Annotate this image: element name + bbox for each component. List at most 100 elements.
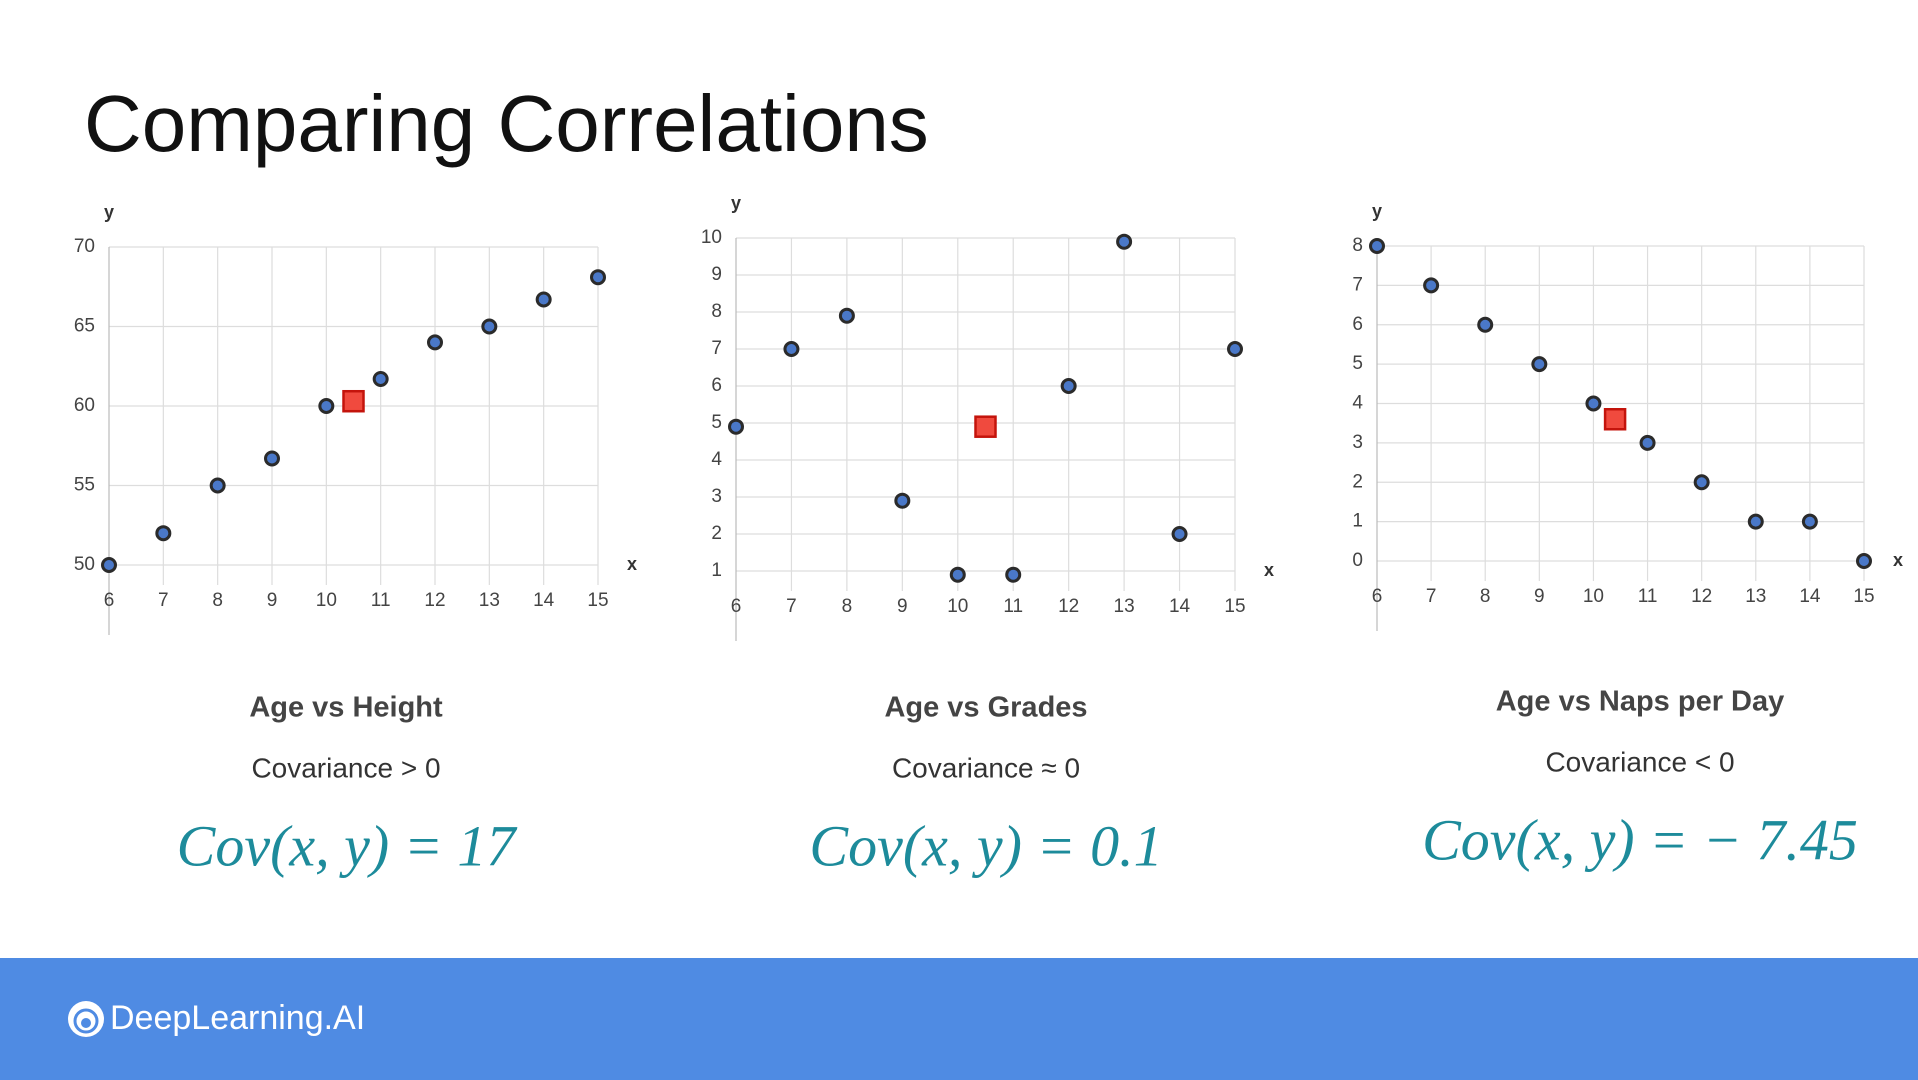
data-point xyxy=(1531,356,1548,373)
chart-subtitle: Covariance ≈ 0 xyxy=(892,752,1080,783)
mean-marker xyxy=(342,389,365,413)
y-tick-label: 60 xyxy=(74,395,95,416)
x-tick-label: 11 xyxy=(371,590,391,611)
x-axis-label: x xyxy=(1893,550,1903,570)
data-point xyxy=(209,477,226,494)
data-point xyxy=(101,557,117,573)
x-tick-label: 14 xyxy=(533,590,555,611)
mean-marker xyxy=(974,415,997,438)
data-point xyxy=(1477,316,1494,333)
y-axis-label: y xyxy=(104,202,114,222)
y-tick-label: 6 xyxy=(711,375,722,396)
data-point xyxy=(1227,341,1243,357)
formula: Cov(x, y) = 17 xyxy=(177,813,518,878)
formula: Cov(x, y) = − 7.45 xyxy=(1422,807,1858,872)
y-tick-label: 4 xyxy=(1352,393,1363,414)
data-point xyxy=(1801,513,1818,530)
data-point xyxy=(1693,474,1710,491)
brand-name: DeepLearning.AI xyxy=(110,999,365,1037)
data-point xyxy=(1423,277,1440,294)
x-tick-label: 8 xyxy=(1480,586,1491,607)
x-tick-label: 11 xyxy=(1638,586,1658,607)
data-point xyxy=(949,566,966,583)
data-point xyxy=(1369,238,1385,254)
y-tick-label: 50 xyxy=(74,554,95,575)
y-tick-label: 2 xyxy=(1352,471,1363,492)
data-point xyxy=(427,334,443,351)
y-tick-label: 3 xyxy=(1352,432,1363,453)
data-point xyxy=(155,525,172,542)
x-axis-label: x xyxy=(627,554,637,574)
x-tick-label: 13 xyxy=(479,590,500,611)
x-tick-label: 7 xyxy=(1426,586,1437,607)
y-tick-label: 3 xyxy=(711,486,722,507)
x-tick-label: 6 xyxy=(104,590,115,611)
x-tick-label: 10 xyxy=(1583,586,1604,607)
x-tick-label: 7 xyxy=(786,596,797,617)
y-tick-label: 7 xyxy=(711,338,722,359)
x-tick-label: 13 xyxy=(1114,596,1135,617)
chart-subtitle: Covariance > 0 xyxy=(251,752,440,783)
y-tick-label: 5 xyxy=(711,412,722,433)
x-tick-label: 8 xyxy=(842,596,853,617)
y-tick-label: 70 xyxy=(74,236,95,257)
data-point xyxy=(783,341,800,357)
x-tick-label: 9 xyxy=(267,590,278,611)
x-tick-label: 14 xyxy=(1799,586,1821,607)
chart-subtitle: Covariance < 0 xyxy=(1545,746,1734,777)
data-point xyxy=(1639,434,1656,451)
x-tick-label: 6 xyxy=(731,596,742,617)
y-tick-label: 7 xyxy=(1352,274,1363,295)
mean-marker xyxy=(1603,408,1627,431)
y-tick-label: 6 xyxy=(1352,314,1363,335)
y-tick-label: 1 xyxy=(711,560,722,581)
y-tick-label: 1 xyxy=(1352,511,1363,532)
y-tick-label: 55 xyxy=(74,475,95,496)
footer-band xyxy=(0,958,1918,1080)
y-tick-label: 0 xyxy=(1352,550,1363,571)
y-tick-label: 4 xyxy=(711,449,722,470)
x-tick-label: 9 xyxy=(1534,586,1545,607)
y-tick-label: 8 xyxy=(711,301,722,322)
brand-logo xyxy=(68,1001,104,1037)
x-tick-label: 6 xyxy=(1372,586,1383,607)
x-tick-label: 15 xyxy=(587,590,608,611)
data-point xyxy=(264,450,280,467)
data-point xyxy=(1747,513,1764,530)
x-tick-label: 8 xyxy=(212,590,223,611)
chart-title: Age vs Grades xyxy=(884,692,1087,724)
y-tick-label: 5 xyxy=(1352,353,1363,374)
data-point xyxy=(728,418,744,435)
data-point xyxy=(1005,566,1022,583)
data-point xyxy=(481,318,498,335)
slide-title: Comparing Correlations xyxy=(84,79,929,168)
x-tick-label: 12 xyxy=(424,590,445,611)
y-tick-label: 8 xyxy=(1352,235,1363,256)
data-point xyxy=(1116,233,1133,250)
x-tick-label: 12 xyxy=(1058,596,1079,617)
x-tick-label: 11 xyxy=(1003,596,1023,617)
data-point xyxy=(318,398,335,414)
x-tick-label: 13 xyxy=(1745,586,1766,607)
data-point xyxy=(894,492,911,509)
x-tick-label: 15 xyxy=(1224,596,1245,617)
y-tick-label: 65 xyxy=(74,316,95,337)
data-point xyxy=(590,269,606,286)
formula: Cov(x, y) = 0.1 xyxy=(809,813,1162,878)
data-point xyxy=(1585,395,1602,412)
y-tick-label: 2 xyxy=(711,523,722,544)
y-axis-label: y xyxy=(1372,201,1382,221)
y-axis-label: y xyxy=(731,193,741,213)
x-axis-label: x xyxy=(1264,560,1274,580)
x-tick-label: 9 xyxy=(897,596,908,617)
y-tick-label: 10 xyxy=(701,227,722,248)
x-tick-label: 10 xyxy=(316,590,337,611)
data-point xyxy=(372,370,389,387)
data-point xyxy=(838,307,855,324)
x-tick-label: 12 xyxy=(1691,586,1712,607)
x-tick-label: 10 xyxy=(947,596,968,617)
y-tick-label: 9 xyxy=(711,264,722,285)
data-point xyxy=(1060,378,1077,394)
